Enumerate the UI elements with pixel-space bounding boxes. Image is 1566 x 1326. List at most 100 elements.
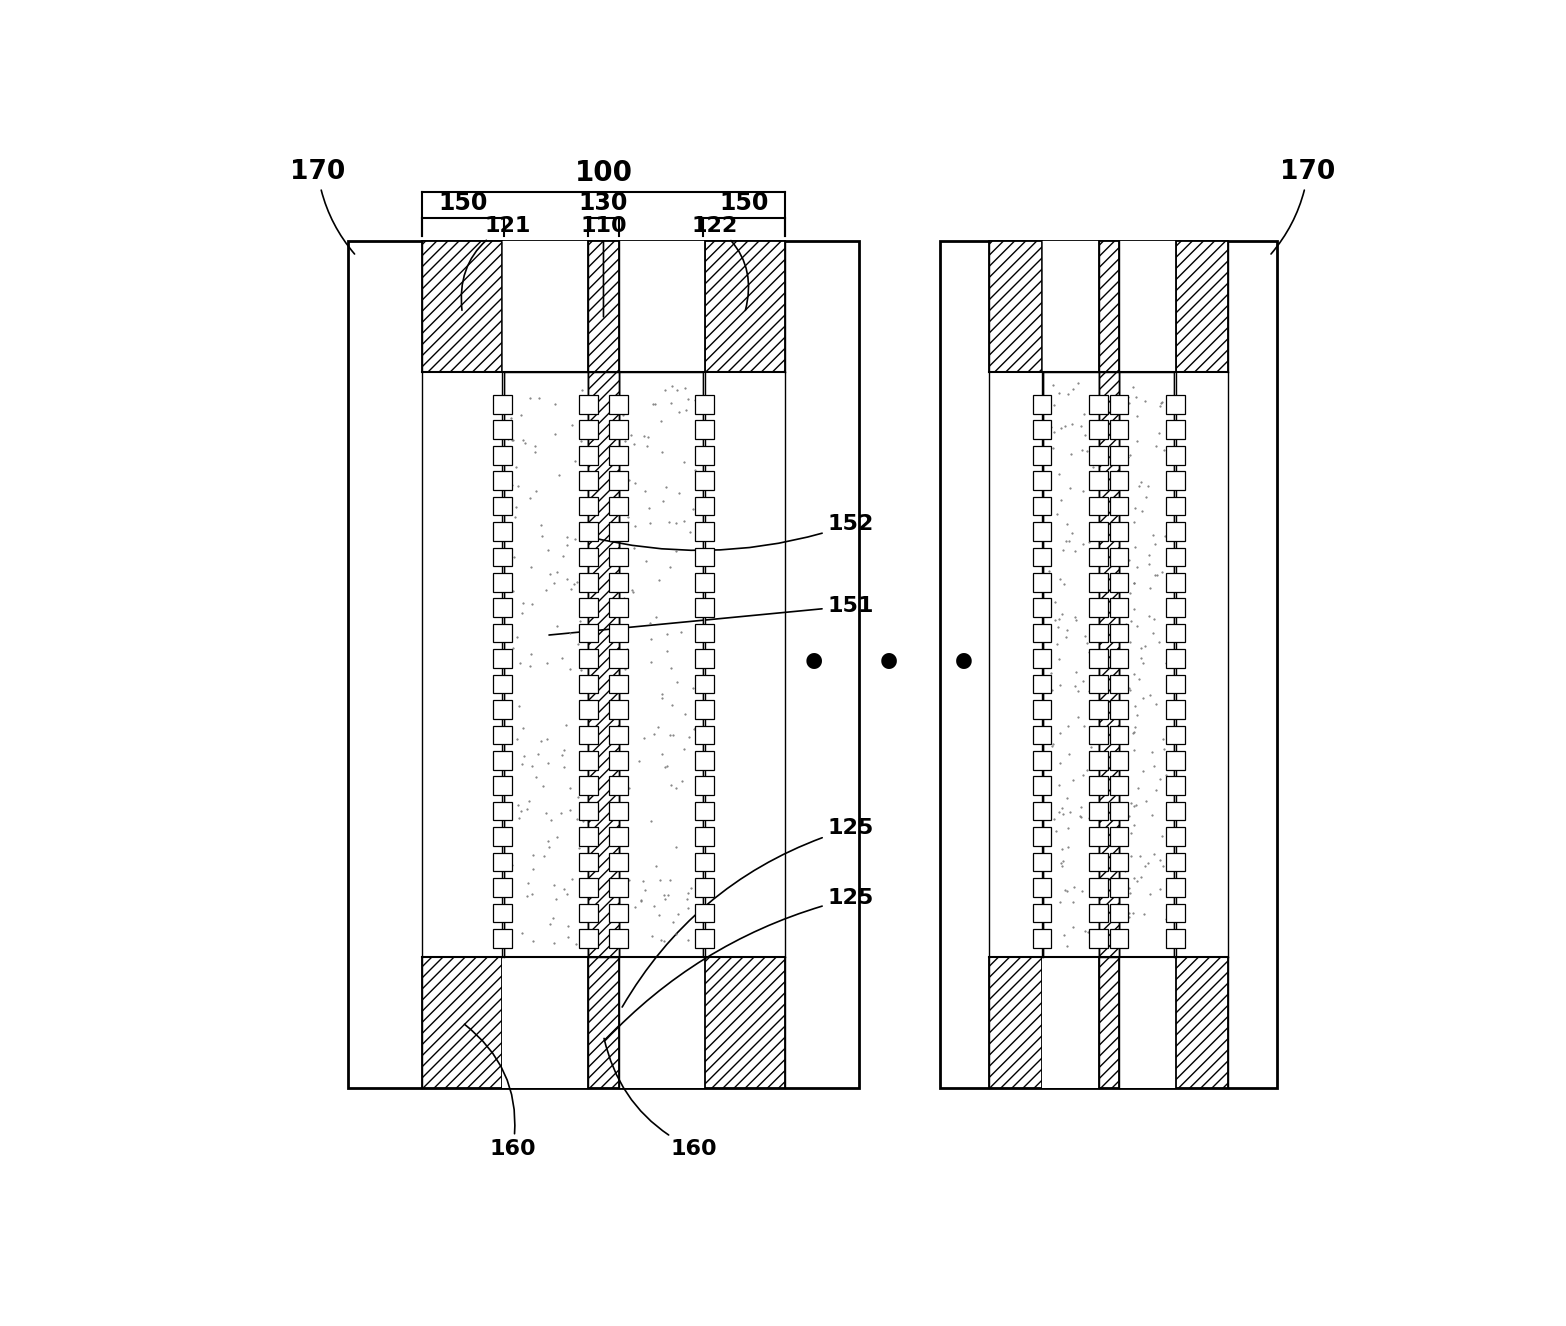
Point bbox=[655, 623, 680, 644]
Bar bbox=[705, 957, 785, 1089]
Point bbox=[1062, 606, 1087, 627]
Point bbox=[1081, 544, 1106, 565]
Bar bbox=[493, 827, 512, 846]
Point bbox=[536, 652, 561, 674]
Point bbox=[1159, 751, 1184, 772]
Point bbox=[1129, 647, 1154, 668]
Point bbox=[611, 696, 636, 717]
Point bbox=[564, 572, 589, 593]
Bar bbox=[1034, 903, 1051, 922]
Text: 125: 125 bbox=[622, 818, 874, 1006]
Point bbox=[651, 888, 677, 910]
Point bbox=[640, 392, 666, 414]
Bar bbox=[1034, 522, 1051, 541]
Point bbox=[683, 573, 708, 594]
Point bbox=[503, 507, 528, 528]
Point bbox=[1055, 788, 1081, 809]
Point bbox=[511, 593, 536, 614]
Bar bbox=[579, 827, 598, 846]
Point bbox=[1118, 611, 1143, 633]
Point bbox=[1076, 680, 1101, 701]
Point bbox=[501, 638, 526, 659]
Bar bbox=[1034, 623, 1051, 643]
Point bbox=[1081, 456, 1106, 477]
Point bbox=[677, 930, 702, 951]
Bar bbox=[1041, 957, 1099, 1089]
Point bbox=[528, 731, 553, 752]
Point bbox=[567, 610, 592, 631]
Bar bbox=[1034, 853, 1051, 871]
Point bbox=[1112, 780, 1137, 801]
Point bbox=[557, 777, 583, 798]
Point bbox=[672, 739, 697, 760]
Point bbox=[1118, 680, 1143, 701]
Point bbox=[534, 728, 559, 749]
Point bbox=[1143, 780, 1168, 801]
Point bbox=[633, 481, 658, 503]
Bar bbox=[579, 751, 598, 769]
Bar bbox=[1167, 573, 1185, 591]
Bar bbox=[579, 650, 598, 668]
Point bbox=[1081, 919, 1106, 940]
Point bbox=[659, 774, 684, 796]
Point bbox=[496, 700, 521, 721]
Bar bbox=[493, 650, 512, 668]
Bar bbox=[1167, 675, 1185, 693]
Bar bbox=[493, 725, 512, 744]
Point bbox=[650, 683, 675, 704]
Point bbox=[1118, 444, 1143, 465]
Point bbox=[631, 727, 656, 748]
Point bbox=[1071, 715, 1096, 736]
Point bbox=[1138, 805, 1164, 826]
Bar bbox=[1099, 241, 1120, 373]
Bar bbox=[1110, 497, 1128, 516]
Point bbox=[498, 407, 523, 428]
Point bbox=[669, 770, 694, 792]
Point bbox=[507, 695, 532, 716]
Point bbox=[1149, 825, 1174, 846]
Bar bbox=[619, 241, 705, 373]
Point bbox=[1052, 415, 1077, 436]
Point bbox=[642, 724, 667, 745]
Point bbox=[1110, 699, 1135, 720]
Point bbox=[551, 879, 576, 900]
Point bbox=[1124, 406, 1149, 427]
Point bbox=[498, 565, 523, 586]
Point bbox=[651, 884, 677, 906]
Bar bbox=[1090, 497, 1109, 516]
Bar bbox=[1099, 957, 1120, 1089]
Bar bbox=[1090, 420, 1109, 439]
Point bbox=[1123, 695, 1148, 716]
Bar bbox=[1090, 853, 1109, 871]
Bar bbox=[579, 700, 598, 719]
Point bbox=[1123, 794, 1148, 815]
Point bbox=[1048, 753, 1073, 774]
Point bbox=[506, 475, 531, 496]
Point bbox=[504, 728, 529, 749]
Point bbox=[514, 798, 539, 819]
Text: 170: 170 bbox=[1272, 159, 1336, 255]
Point bbox=[1045, 503, 1070, 524]
Bar bbox=[609, 675, 628, 693]
Point bbox=[568, 647, 594, 668]
Bar bbox=[990, 241, 1041, 373]
Point bbox=[1134, 790, 1159, 812]
Point bbox=[511, 717, 536, 739]
Bar bbox=[589, 957, 619, 1089]
Point bbox=[1115, 878, 1140, 899]
Point bbox=[517, 387, 542, 408]
Bar bbox=[609, 777, 628, 796]
Point bbox=[1051, 540, 1076, 561]
Point bbox=[1123, 537, 1148, 558]
Point bbox=[1154, 908, 1179, 930]
Point bbox=[683, 389, 708, 410]
Bar bbox=[695, 522, 714, 541]
Bar bbox=[695, 725, 714, 744]
Bar bbox=[493, 623, 512, 643]
Point bbox=[518, 754, 543, 776]
Point bbox=[570, 810, 595, 831]
Bar bbox=[1041, 241, 1099, 373]
Point bbox=[564, 809, 589, 830]
Bar bbox=[1167, 725, 1185, 744]
Point bbox=[517, 488, 542, 509]
